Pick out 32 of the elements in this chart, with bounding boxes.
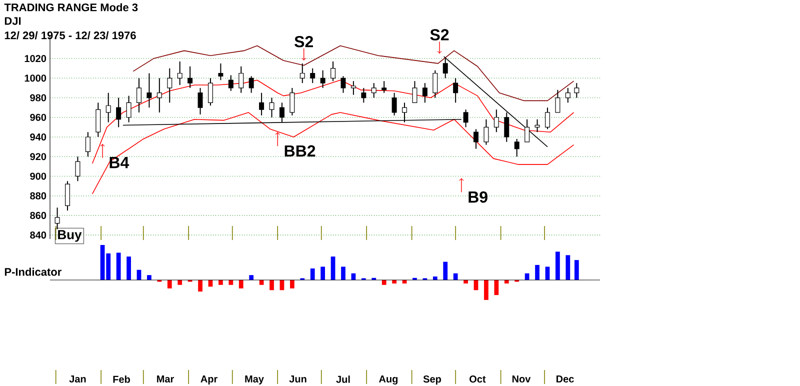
x-tick-label: Sep	[423, 376, 441, 385]
x-tick-label: Aug	[378, 376, 398, 385]
x-tick-label: Jun	[289, 376, 306, 383]
x-tick-label: Jan	[69, 376, 86, 383]
annotation: 12/ 29/ 1975 - 12/ 23/ 1976	[4, 31, 136, 40]
annotation: B4	[110, 157, 130, 168]
y-tick-label: 900	[30, 172, 46, 180]
x-tick-label: Feb	[113, 376, 130, 383]
y-tick-label: 880	[30, 192, 46, 200]
chart-subtitle: DJI	[4, 17, 21, 25]
y-tick-label: 1020	[24, 55, 46, 62]
chart-title: TRADING RANGE Mode 3	[4, 3, 138, 12]
x-tick-label: Nov	[512, 376, 531, 383]
y-tick-label: 1000	[24, 74, 46, 82]
x-tick-label: Apr	[200, 376, 218, 384]
y-tick-label: 920	[30, 153, 46, 160]
x-tick-label: May	[245, 376, 264, 384]
y-tick-label: 860	[30, 212, 46, 219]
y-tick-label: 980	[30, 94, 46, 102]
y-tick-label: 840	[30, 232, 46, 239]
x-tick-label: Oct	[470, 376, 486, 383]
y-tick-label: 960	[30, 114, 46, 121]
annotation: S2	[294, 36, 313, 48]
annotation: BB2	[284, 145, 316, 156]
y-axis-title: P-Indicator	[4, 268, 62, 276]
y-tick-label: 940	[30, 133, 46, 141]
annotation: S2	[430, 29, 449, 40]
annotation: B9	[468, 191, 488, 203]
x-tick-label: Mar	[157, 376, 174, 383]
x-tick-label: Jul	[336, 376, 350, 383]
x-tick-label: Dec	[556, 376, 574, 383]
annotation: Buy	[58, 230, 82, 242]
